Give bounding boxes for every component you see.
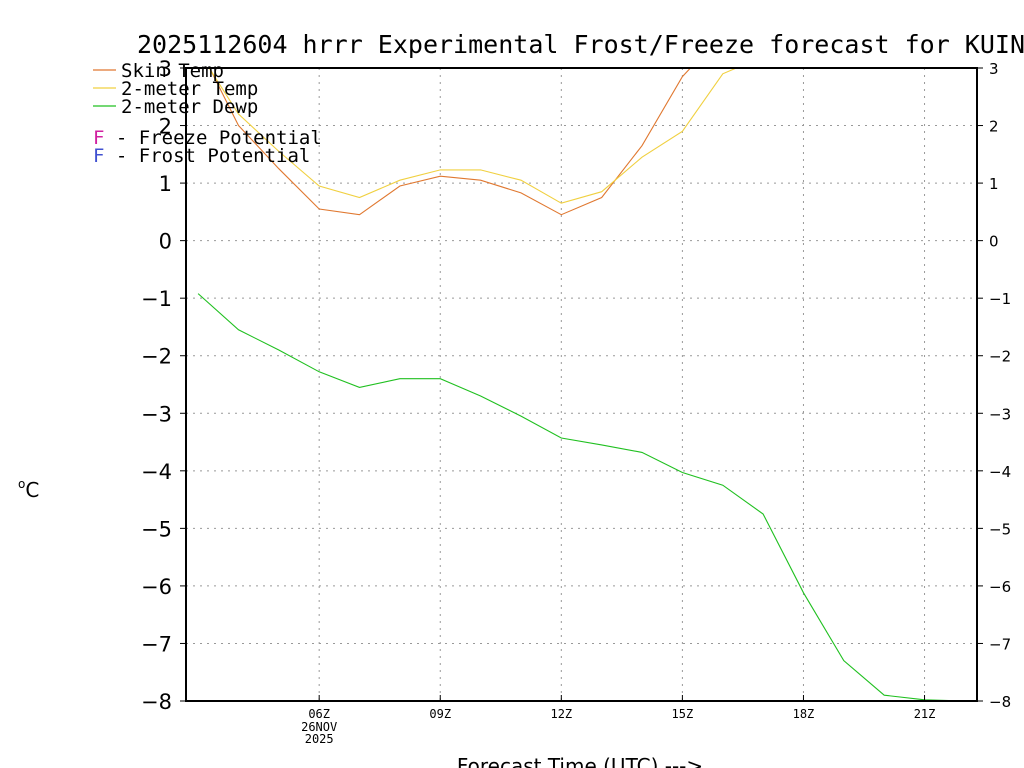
potential-letter: F: [93, 145, 104, 167]
y-tick-label-right: 3: [989, 60, 999, 78]
potential-text: - Frost Potential: [104, 145, 310, 167]
series-line-skin-temp: [209, 68, 692, 216]
y-tick-label-right: −4: [989, 463, 1011, 481]
x-tick-label: 15Z: [672, 707, 694, 721]
legend-label: Skin Temp: [121, 60, 224, 82]
x-axis-label: Forecast Time (UTC) --->: [457, 754, 703, 768]
y-tick-label-left: 2: [159, 115, 172, 139]
chart-title: 2025112604 hrrr Experimental Frost/Freez…: [137, 30, 1024, 59]
legend-label: 2-meter Dewp: [121, 96, 258, 118]
legend-label: 2-meter Temp: [121, 78, 258, 100]
y-tick-labels: −8 −8 −7 −7 −6 −6 −5 −5 −4 −4 −3 −3 −2 −2 −1 −1 0 0 1 1 2 2 3 3: [141, 57, 1011, 714]
x-tick-label: 21Z: [914, 707, 936, 721]
x-tick-label: 18Z: [793, 707, 815, 721]
x-tick-sublabel: 2025: [305, 732, 334, 746]
potential-legend-item: F - Frost Potential: [93, 145, 310, 167]
x-tick-label: 12Z: [550, 707, 572, 721]
y-tick-label-right: −1: [989, 290, 1011, 308]
y-tick-label-left: 3: [159, 57, 172, 81]
y-tick-label-left: −3: [141, 402, 172, 426]
x-tick-sublabel: 26NOV: [301, 720, 337, 734]
y-tick-label-left: −7: [141, 632, 172, 656]
y-tick-label-left: −6: [141, 575, 172, 599]
series-line-2-meter-temp: [208, 68, 738, 204]
y-tick-label-left: −2: [141, 345, 172, 369]
y-tick-label-left: 1: [159, 172, 172, 196]
y-tick-label-right: 0: [989, 233, 999, 251]
y-tick-label-left: 0: [159, 230, 172, 254]
y-tick-label-right: −8: [989, 693, 1011, 711]
y-tick-label-right: −2: [989, 348, 1011, 366]
tick-marks: [180, 67, 983, 702]
y-tick-label-right: −7: [989, 635, 1011, 653]
x-tick-label: 06Z: [308, 707, 330, 721]
y-tick-label-right: 2: [989, 118, 999, 136]
y-axis-label-unit: C: [25, 478, 39, 502]
y-tick-label-left: −4: [141, 460, 172, 484]
y-tick-label-left: −5: [141, 517, 172, 541]
series-line-2-meter-dewp: [197, 293, 965, 701]
plot-frame: [185, 67, 978, 702]
potential-text: - Freeze Potential: [104, 127, 321, 149]
y-tick-label-right: −5: [989, 520, 1011, 538]
potential-legend-item: F - Freeze Potential: [93, 127, 322, 149]
y-axis-label: oC: [18, 477, 39, 502]
grid-lines: [186, 68, 977, 701]
series-layer: [197, 68, 965, 701]
y-axis-label-degree: o: [18, 477, 25, 491]
y-tick-label-right: −3: [989, 405, 1011, 423]
x-tick-label: 09Z: [429, 707, 451, 721]
y-tick-label-left: −8: [141, 690, 172, 714]
potential-letter: F: [93, 127, 104, 149]
y-tick-label-right: −6: [989, 578, 1011, 596]
y-tick-label-left: −1: [141, 287, 172, 311]
y-tick-label-right: 1: [989, 175, 999, 193]
